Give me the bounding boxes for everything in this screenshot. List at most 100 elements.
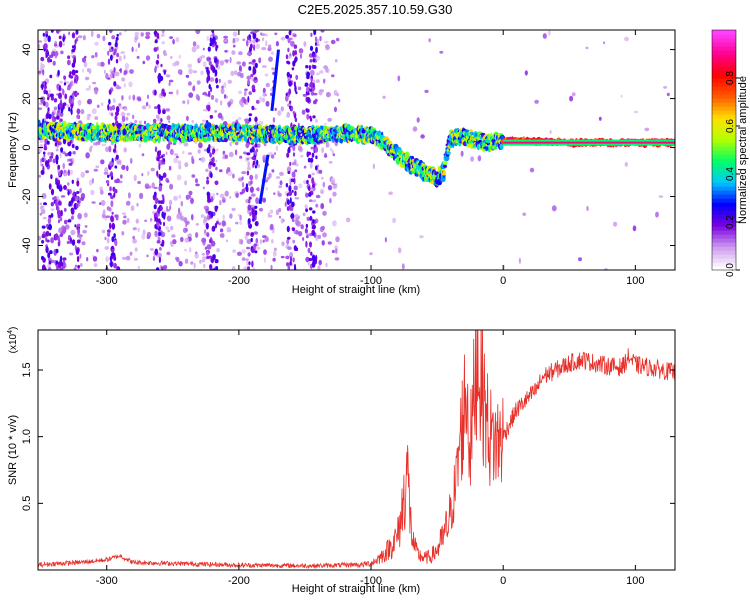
stripe-dot xyxy=(40,56,45,62)
stripe-dot xyxy=(247,204,252,211)
noise-dot xyxy=(335,248,338,254)
y-tick-label: 1.0 xyxy=(21,429,33,444)
noise-dot xyxy=(663,86,668,89)
stripe-dot xyxy=(110,200,114,208)
noise-dot xyxy=(168,81,171,87)
stripe-dot xyxy=(45,230,50,237)
noise-dot xyxy=(189,247,192,253)
noise-dot xyxy=(315,118,318,123)
noise-dot xyxy=(124,62,130,70)
stripe-dot xyxy=(250,248,255,254)
noise-dot xyxy=(165,74,171,78)
noise-dot xyxy=(254,173,258,180)
noise-dot xyxy=(178,54,181,59)
noise-dot xyxy=(124,30,127,33)
stripe-dot xyxy=(41,240,45,244)
noise-dot xyxy=(138,143,142,148)
noise-dot xyxy=(261,47,267,51)
stripe-dot xyxy=(163,221,165,227)
colorbar-step xyxy=(712,94,736,99)
noise-dot xyxy=(204,229,207,234)
noise-dot xyxy=(246,246,250,250)
noise-dot xyxy=(188,68,193,75)
stripe-dot xyxy=(308,257,313,262)
stripe-dot xyxy=(314,42,317,46)
noise-dot xyxy=(295,163,299,167)
stripe-dot xyxy=(291,218,295,223)
stripe-dot xyxy=(75,30,79,35)
stripe-dot xyxy=(154,106,158,110)
noise-dot xyxy=(218,222,221,226)
noise-dot xyxy=(92,81,97,85)
stripe-dot xyxy=(66,86,71,91)
stripe-dot xyxy=(75,92,80,96)
stripe-dot xyxy=(253,243,258,247)
stripe-dot xyxy=(216,220,219,225)
stripe-dot xyxy=(108,48,113,53)
stripe-dot xyxy=(287,236,291,240)
noise-dot xyxy=(320,176,324,180)
colorbar-step xyxy=(712,126,736,131)
stripe-dot xyxy=(248,113,253,117)
noise-dot xyxy=(285,255,290,260)
stripe-dot xyxy=(207,104,211,112)
noise-dot xyxy=(191,46,197,53)
noise-dot xyxy=(265,33,268,37)
stripe-dot xyxy=(67,169,71,177)
noise-dot xyxy=(245,258,249,262)
stripe-dot xyxy=(50,188,55,196)
spectrogram-marks xyxy=(38,30,675,270)
noise-dot xyxy=(235,141,239,146)
noise-dot xyxy=(412,126,418,132)
stripe-dot xyxy=(310,146,314,150)
stripe-dot xyxy=(73,150,76,155)
noise-dot xyxy=(322,232,327,238)
noise-dot xyxy=(274,32,278,36)
noise-dot xyxy=(202,61,207,68)
stripe-dot xyxy=(255,37,259,43)
ridge-dot xyxy=(361,129,366,134)
stripe-dot xyxy=(70,109,73,115)
noise-dot xyxy=(224,190,229,197)
stripe-dot xyxy=(45,246,49,254)
stripe-dot xyxy=(158,232,162,236)
noise-dot xyxy=(141,233,146,240)
stripe-dot xyxy=(73,57,76,63)
noise-dot xyxy=(338,98,341,103)
stripe-dot xyxy=(245,231,250,236)
stripe-dot xyxy=(294,265,297,270)
noise-dot xyxy=(264,236,269,243)
colorbar-tick-label: 0.0 xyxy=(725,263,736,277)
stripe-dot xyxy=(69,75,74,79)
x-tick-label: 100 xyxy=(626,575,644,587)
noise-dot xyxy=(319,70,324,74)
stripe-dot xyxy=(310,251,313,256)
stripe-dot xyxy=(245,183,248,188)
stripe-dot xyxy=(56,30,60,34)
stripe-dot xyxy=(254,62,258,69)
noise-dot xyxy=(88,68,92,74)
noise-dot xyxy=(534,99,539,104)
noise-dot xyxy=(271,239,274,244)
noise-dot xyxy=(59,80,63,84)
stripe-dot xyxy=(309,117,313,122)
noise-dot xyxy=(200,70,204,76)
noise-dot xyxy=(298,183,303,189)
noise-dot xyxy=(327,241,332,245)
noise-dot xyxy=(94,53,98,58)
noise-dot xyxy=(81,241,86,246)
noise-dot xyxy=(132,227,137,231)
noise-dot xyxy=(300,154,304,158)
noise-dot xyxy=(223,82,227,89)
noise-dot xyxy=(126,112,131,116)
stripe-dot xyxy=(57,264,62,268)
stripe-dot xyxy=(215,266,219,270)
noise-dot xyxy=(269,209,274,214)
noise-dot xyxy=(250,31,254,34)
stripe-dot xyxy=(68,151,72,157)
noise-dot xyxy=(65,81,70,84)
stripe-dot xyxy=(291,67,295,71)
noise-dot xyxy=(195,30,201,35)
noise-dot xyxy=(221,220,226,227)
